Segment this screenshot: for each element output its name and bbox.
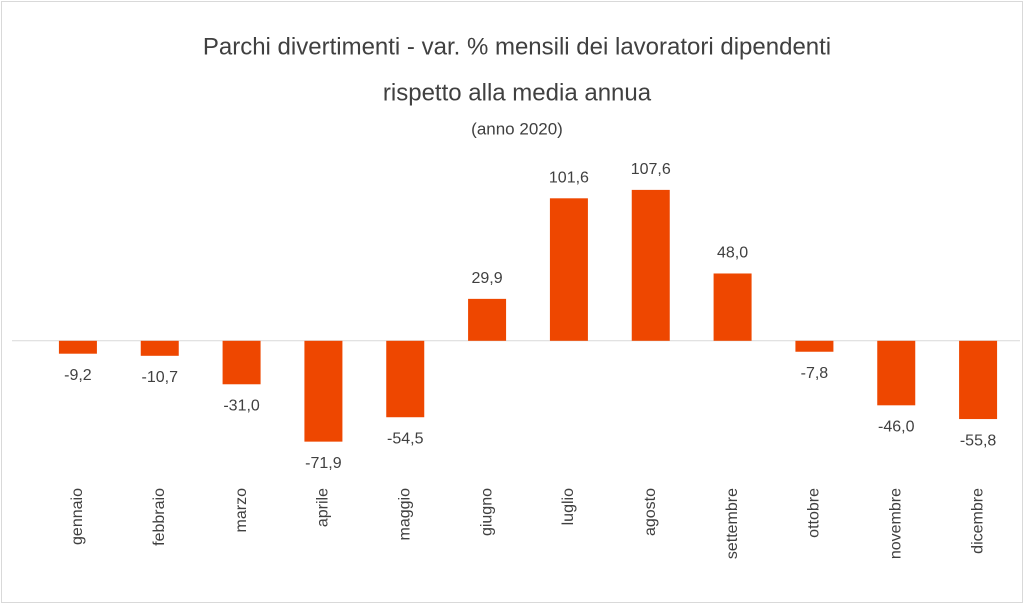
bar xyxy=(468,298,507,341)
x-tick-label: settembre xyxy=(724,488,741,559)
bar xyxy=(304,340,343,442)
x-tick-label: aprile xyxy=(315,488,332,527)
x-tick-label: agosto xyxy=(642,488,659,536)
data-label: -54,5 xyxy=(387,430,424,447)
x-tick-label: luglio xyxy=(560,488,577,525)
bar xyxy=(631,189,670,341)
bar xyxy=(713,273,752,341)
bar xyxy=(959,340,998,420)
x-tick-label: gennaio xyxy=(69,488,86,545)
data-label: 101,6 xyxy=(549,170,589,187)
bar xyxy=(140,340,179,356)
data-label: 29,9 xyxy=(472,270,503,287)
bar xyxy=(222,340,261,385)
data-label: -10,7 xyxy=(142,369,179,386)
chart-title: rispetto alla media annua xyxy=(383,79,652,106)
x-tick-label: ottobre xyxy=(806,488,823,538)
x-tick-label: marzo xyxy=(233,488,250,533)
data-label: 48,0 xyxy=(717,245,748,262)
bar xyxy=(58,340,97,354)
bar xyxy=(795,340,834,352)
chart-title: Parchi divertimenti - var. % mensili dei… xyxy=(203,33,831,60)
x-tick-label: dicembre xyxy=(969,488,986,554)
chart-subtitle: (anno 2020) xyxy=(471,119,563,138)
data-label: -31,0 xyxy=(223,397,260,414)
bar xyxy=(386,340,425,418)
x-tick-label: febbraio xyxy=(151,488,168,546)
data-label: -55,8 xyxy=(960,432,997,449)
data-label: -71,9 xyxy=(305,455,342,472)
x-tick-label: maggio xyxy=(396,488,413,541)
bar xyxy=(877,340,916,406)
data-label: -7,8 xyxy=(801,365,829,382)
data-label: -46,0 xyxy=(878,419,915,436)
bar xyxy=(549,198,588,341)
data-label: 107,6 xyxy=(631,161,671,178)
x-tick-label: giugno xyxy=(478,488,495,536)
data-label: -9,2 xyxy=(64,367,92,384)
x-tick-label: novembre xyxy=(887,488,904,559)
